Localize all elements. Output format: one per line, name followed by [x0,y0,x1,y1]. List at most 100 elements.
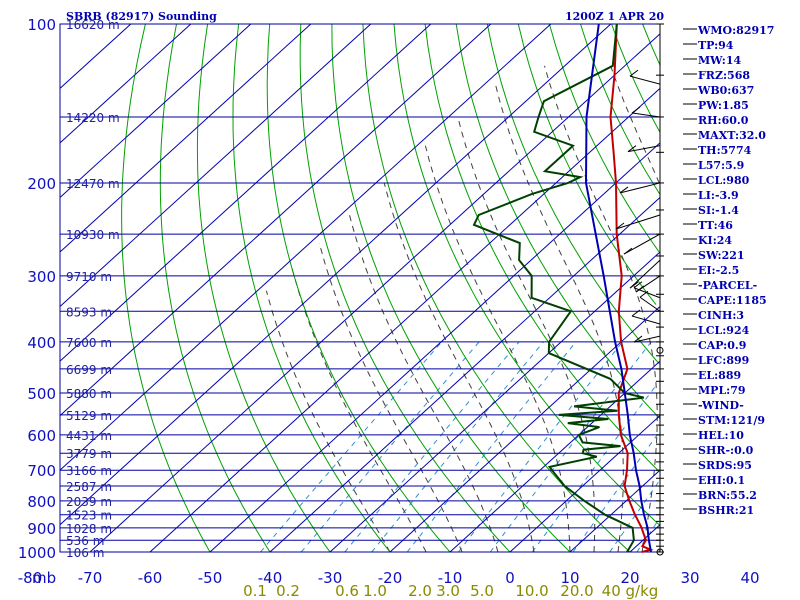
isotherm [269,197,661,553]
wind-barb [629,75,661,85]
mixing-ratio-label: 1.0 [363,582,387,600]
pressure-tick-label: 200 [27,175,56,193]
mixing-ratio-label: 10.0 [515,582,548,600]
isotherm [59,23,252,198]
index-label: SI:-1.4 [698,204,739,217]
wind-barb-flag [635,285,645,293]
height-label: 106 m [66,546,104,560]
height-label: 9710 m [66,270,112,284]
temperature-tick-label: -50 [198,569,223,587]
moist-adiabat [610,65,660,184]
index-label: EI:-2.5 [698,264,739,277]
height-label: 8593 m [66,305,112,319]
index-label: STM:121/9 [698,414,765,427]
index-label: SRDS:95 [698,459,752,472]
isotherm [509,415,661,553]
index-label: BSHR:21 [698,504,754,517]
index-label: LFC:899 [698,354,749,367]
index-label: WMO:82917 [697,24,774,37]
index-label: BRN:55.2 [698,489,757,502]
wind-barb-flag [633,281,643,289]
isotherm [59,23,552,471]
pressure-tick-label: 600 [27,427,56,445]
isotherm [329,251,661,553]
temperature-tick-label: 40 [740,569,759,587]
index-label: FRZ:568 [698,69,750,82]
moist-adiabat [349,214,499,553]
wind-barb-flag [615,222,625,230]
wind-barb [629,259,661,289]
wind-barb-flag [627,145,637,153]
moist-adiabat [457,116,596,553]
isotherm [59,23,492,417]
mixing-ratio-label: 3.0 [436,582,460,600]
height-label: 4431 m [66,429,112,443]
wind-barb [615,214,661,230]
index-label: TH:5774 [698,144,752,157]
pressure-tick-label: 800 [27,493,56,511]
pressure-tick-label: 700 [27,462,56,480]
height-label: 2039 m [66,495,112,509]
height-label: 10930 m [66,228,120,242]
temperature-tick-label: -10 [438,569,463,587]
wind-barb-flag [639,290,649,298]
calm-wind-circle [656,548,664,556]
wind-barb-flag [629,281,639,289]
index-label: RH:60.0 [698,114,749,127]
wind-barb [631,315,661,325]
index-label: LI:-3.9 [698,189,739,202]
temperature-tick-label: 10 [560,569,579,587]
wind-barb-flag [629,69,639,77]
pressure-tick-label: 900 [27,520,56,538]
temperature-tick-label: -80 [18,569,43,587]
moist-adiabat [318,242,463,553]
pressure-tick-label: 1000 [18,544,56,562]
index-label: LCL:924 [698,324,750,337]
wind-barbs [615,23,664,556]
isotherm [389,306,661,553]
index-label: WB0:637 [697,84,754,97]
wind-barb [631,112,661,118]
index-label: MW:14 [698,54,741,67]
height-label: 6699 m [66,363,112,377]
wind-barb-flag [633,335,643,343]
isotherm [59,23,612,526]
mixing-ratio-label: 0.2 [276,582,300,600]
index-label: TP:94 [698,39,734,52]
index-label: CAP:0.9 [698,339,746,352]
indices-panel: WMO:82917 TP:94 MW:14 FRZ:568 WB0:637 PW:1.85… [683,24,774,517]
wind-barb [633,287,661,299]
isotherm [59,23,132,89]
isotherm [149,87,661,553]
height-label: 3779 m [66,447,112,461]
pressure-tick-label: 300 [27,268,56,286]
mixing-ratio-line [572,430,661,553]
isotherm [59,23,312,253]
temperature-tick-label: -30 [318,569,343,587]
wind-barb [623,233,661,255]
calm-wind-circle [656,346,664,354]
height-label: 5129 m [66,409,112,423]
height-label: 1028 m [66,522,112,536]
index-label: -PARCEL- [698,279,757,292]
index-label: LCL:980 [698,174,750,187]
sounding-time: 1200Z 1 APR 20 [565,10,664,23]
mixing-ratio-label: 40 g/kg [602,582,659,600]
height-label: 7600 m [66,336,112,350]
index-label: -WIND- [698,399,744,412]
dry-adiabat [455,23,661,420]
moist-adiabat [424,145,571,553]
height-label: 536 m [66,534,104,548]
index-label: CAPE:1185 [698,294,767,307]
isotherm [59,23,432,362]
isotherm [59,23,192,144]
wind-barb [619,182,661,194]
mixing-ratio-label: 0.1 [243,582,267,600]
wind-barb-flag [631,309,641,317]
temperature-tick-label: -60 [138,569,163,587]
isotherm [569,469,661,553]
wind-barb [639,296,661,312]
pressure-tick-label: 400 [27,334,56,352]
